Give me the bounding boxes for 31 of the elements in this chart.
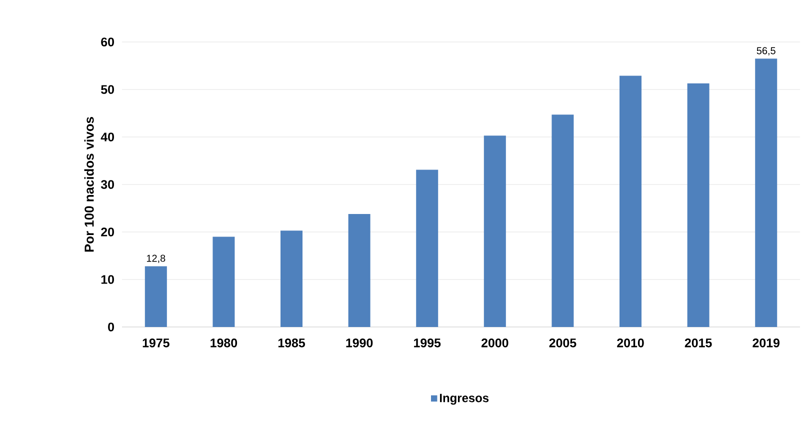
x-tick-label: 1980: [210, 338, 238, 348]
x-tick-label: 1985: [278, 338, 306, 348]
data-label: 56,5: [756, 47, 776, 56]
x-tick-label: 2010: [617, 338, 644, 348]
bar: [348, 214, 370, 327]
bar: [687, 83, 710, 327]
data-label: 12,8: [146, 254, 166, 263]
x-tick-label: 2019: [752, 338, 780, 348]
x-tick-label: 2000: [481, 338, 508, 348]
x-tick-label: 1975: [142, 338, 170, 348]
bar: [552, 114, 574, 327]
y-tick-label: 0: [108, 322, 114, 332]
bar: [484, 136, 506, 327]
x-tick-label: 2005: [549, 338, 576, 348]
bar: [144, 266, 167, 327]
x-tick-label: 1995: [414, 338, 441, 348]
bar: [280, 230, 303, 327]
y-tick-label: 30: [100, 180, 114, 189]
x-tick-label: 1990: [346, 338, 373, 348]
bar: [416, 170, 438, 327]
bar: [620, 76, 642, 327]
y-tick-label: 20: [101, 228, 114, 236]
legend-label: Ingresos: [440, 394, 489, 405]
x-tick-label: 2015: [684, 338, 712, 348]
y-tick-label: 60: [101, 38, 114, 46]
bar: [755, 58, 778, 327]
bar: [212, 236, 235, 327]
y-tick-label: 10: [101, 275, 114, 284]
y-axis-title: Por 100 nacidos vivos: [84, 117, 94, 252]
y-tick-label: 50: [101, 85, 114, 94]
y-tick-label: 40: [100, 132, 114, 142]
